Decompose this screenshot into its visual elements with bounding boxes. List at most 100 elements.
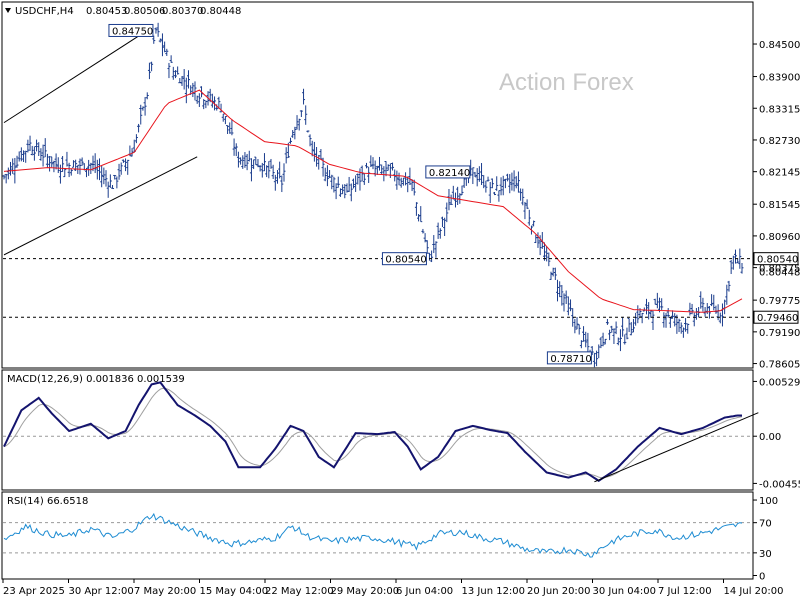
ohlc-bar bbox=[154, 27, 158, 34]
ohlc-bar bbox=[328, 170, 332, 179]
ohlc-bar bbox=[2, 174, 6, 180]
ohlc-bar bbox=[247, 150, 251, 162]
y-tick-label: 0.79190 bbox=[759, 328, 800, 339]
ohlc-bar bbox=[117, 163, 121, 180]
ohlc-bar bbox=[273, 174, 277, 191]
ohlc-bar bbox=[427, 252, 431, 261]
ohlc-bar bbox=[195, 95, 199, 104]
ohlc-bar bbox=[569, 299, 573, 312]
ohlc-bar bbox=[733, 249, 737, 264]
ohlc-bar bbox=[380, 164, 384, 175]
ohlc-bar bbox=[221, 113, 225, 122]
ohlc-bar bbox=[603, 338, 607, 345]
price-annotation: 0.82140 bbox=[425, 165, 471, 179]
svg-text:0.84750: 0.84750 bbox=[112, 26, 153, 37]
ohlc-bar bbox=[124, 158, 128, 172]
ohlc-bar bbox=[553, 267, 557, 281]
ohlc-bar bbox=[267, 161, 271, 179]
ohlc-bar bbox=[436, 222, 440, 239]
ohlc-bar bbox=[686, 323, 690, 334]
y-tick-label: 0.83315 bbox=[759, 104, 800, 115]
ohlc-bar bbox=[453, 192, 457, 208]
ohlc-bar bbox=[558, 281, 562, 298]
x-tick-label: 7 Jul 12:00 bbox=[658, 586, 712, 597]
ohlc-bar bbox=[445, 202, 449, 223]
svg-text:0.80540: 0.80540 bbox=[757, 255, 798, 266]
ohlc-bar bbox=[197, 93, 201, 107]
ohlc-bar bbox=[30, 145, 34, 156]
ohlc-bar bbox=[325, 165, 329, 187]
ohlc-bar bbox=[477, 166, 481, 182]
ohlc-bar bbox=[169, 55, 173, 63]
ohlc-bar bbox=[17, 151, 21, 162]
ohlc-bar bbox=[100, 165, 104, 188]
ohlc-bar bbox=[406, 176, 410, 193]
macd-trendline bbox=[594, 412, 759, 483]
ohlc-bar bbox=[310, 140, 314, 157]
ohlc-bar bbox=[137, 123, 141, 133]
ohlc-bar bbox=[191, 82, 195, 98]
ohlc-bar bbox=[681, 327, 685, 338]
ohlc-bar bbox=[241, 155, 245, 169]
ohlc-bar bbox=[280, 175, 284, 193]
ohlc-bar bbox=[215, 104, 219, 111]
ohlc-bar bbox=[65, 151, 69, 167]
ohlc-bar bbox=[308, 134, 312, 147]
rsi-panel-frame bbox=[1, 491, 754, 580]
ohlc-bar bbox=[536, 232, 540, 248]
ohlc-bar bbox=[612, 328, 616, 344]
svg-text:0.80540: 0.80540 bbox=[385, 255, 426, 266]
ohlc-bar bbox=[71, 160, 75, 168]
watermark-text: Action Forex bbox=[499, 69, 634, 96]
ohlc-bar bbox=[375, 165, 379, 175]
ohlc-bar bbox=[503, 178, 507, 189]
ohlc-bar bbox=[545, 246, 549, 262]
ohlc-bar bbox=[108, 174, 112, 188]
ohlc-bar bbox=[514, 176, 518, 189]
ohlc-bar bbox=[506, 173, 510, 182]
ohlc-bar bbox=[226, 125, 230, 135]
ohlc-bar bbox=[647, 302, 651, 320]
ohlc-bar bbox=[631, 318, 635, 333]
ohlc-bar bbox=[319, 149, 323, 160]
channel-line bbox=[3, 156, 198, 256]
channel-line bbox=[3, 30, 148, 124]
ohlc-bar bbox=[395, 170, 399, 190]
ohlc-bar bbox=[362, 173, 366, 185]
ohlc-bar bbox=[729, 259, 733, 275]
ohlc-bar bbox=[573, 319, 577, 334]
ohlc-bar bbox=[499, 177, 503, 196]
ohlc-bar bbox=[649, 309, 653, 318]
ohlc-bar bbox=[718, 312, 722, 324]
ohlc-bar bbox=[236, 151, 240, 168]
ohlc-bar bbox=[256, 159, 260, 168]
ohlc-bar bbox=[662, 312, 666, 328]
level-price-tag: 0.80540 bbox=[753, 252, 799, 266]
x-tick-label: 22 May 12:00 bbox=[265, 586, 334, 597]
ohlc-bar bbox=[243, 152, 247, 168]
ohlc-bar bbox=[473, 171, 477, 178]
ohlc-bar bbox=[22, 150, 26, 162]
rsi-tick-label: 0 bbox=[759, 571, 765, 582]
ohlc-bar bbox=[493, 191, 497, 196]
macd-tick-label: 0.00 bbox=[759, 432, 781, 443]
ohlc-bar bbox=[658, 297, 662, 313]
ohlc-bar bbox=[126, 159, 130, 175]
ohlc-bar bbox=[67, 162, 71, 178]
ohlc-bar bbox=[651, 310, 655, 330]
ohlc-bar bbox=[165, 48, 169, 56]
ohlc-bar bbox=[601, 332, 605, 347]
ohlc-bar bbox=[139, 104, 143, 125]
ohlc-bar bbox=[664, 312, 668, 328]
ohlc-bar bbox=[228, 122, 232, 134]
ohlc-bar bbox=[671, 310, 675, 319]
ohlc-bar bbox=[625, 327, 629, 340]
ohlc-bar bbox=[152, 35, 156, 44]
ohlc-bar bbox=[204, 100, 208, 109]
collapse-arrow-icon[interactable] bbox=[5, 8, 11, 13]
ohlc-bar bbox=[660, 298, 664, 310]
ohlc-bar bbox=[98, 158, 102, 181]
price-annotation: 0.80540 bbox=[381, 252, 427, 266]
ohlc-bar bbox=[655, 292, 659, 309]
ohlc-bar bbox=[61, 156, 65, 172]
